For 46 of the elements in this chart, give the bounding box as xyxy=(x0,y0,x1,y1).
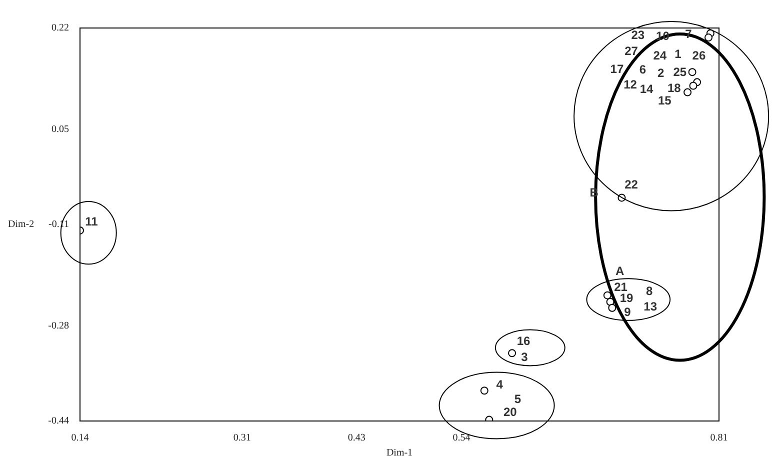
annotation: 19 xyxy=(620,291,634,306)
x-tick-label: 0.43 xyxy=(348,432,366,444)
annotation: 15 xyxy=(658,94,672,108)
annotation: 20 xyxy=(503,404,518,419)
x-axis-title: Dim-1 xyxy=(386,448,413,459)
point xyxy=(608,304,616,312)
y-tick-label: -0.44 xyxy=(48,416,69,427)
annotation: 27 xyxy=(624,44,638,58)
x-tick-label: 0.54 xyxy=(452,432,470,444)
point xyxy=(603,291,612,300)
annotation: 21 xyxy=(614,280,628,294)
y-tick-label: 0.22 xyxy=(52,22,69,34)
annotation: 23 xyxy=(631,28,645,42)
annotation: 11 xyxy=(85,214,98,228)
annotation: 4 xyxy=(496,378,504,392)
point xyxy=(688,68,696,76)
annotation: 7 xyxy=(685,26,692,41)
point xyxy=(704,34,713,42)
annotation: 13 xyxy=(644,300,658,314)
annotation: 18 xyxy=(667,81,682,96)
point xyxy=(689,82,698,90)
y-axis-title: Dim-2 xyxy=(8,219,34,230)
annotation: 3 xyxy=(521,350,528,364)
annotation: 8 xyxy=(646,284,654,298)
annotation: 17 xyxy=(610,62,624,76)
annotation: 14 xyxy=(640,82,654,96)
annotation: A xyxy=(615,264,624,278)
annotation: 12 xyxy=(624,77,638,92)
annotation: 25 xyxy=(673,64,687,79)
annotation: 22 xyxy=(624,178,638,192)
y-tick-label: 0.05 xyxy=(52,124,69,135)
annotation: 24 xyxy=(653,48,667,62)
annotation: 26 xyxy=(692,48,706,62)
annotation: 5 xyxy=(514,392,522,406)
annotation: 16 xyxy=(516,334,530,348)
annotation: 6 xyxy=(639,62,646,77)
annotation: 9 xyxy=(624,304,632,319)
annotation: 2 xyxy=(657,66,664,80)
x-tick-label: 0.14 xyxy=(71,432,89,444)
y-tick-label: -0.28 xyxy=(48,320,69,332)
x-tick-label: 0.81 xyxy=(710,432,728,444)
point xyxy=(508,349,516,358)
x-tick-label: 0.31 xyxy=(233,432,251,444)
point xyxy=(480,386,488,395)
annotation: 1 xyxy=(674,47,682,62)
point xyxy=(684,88,692,96)
